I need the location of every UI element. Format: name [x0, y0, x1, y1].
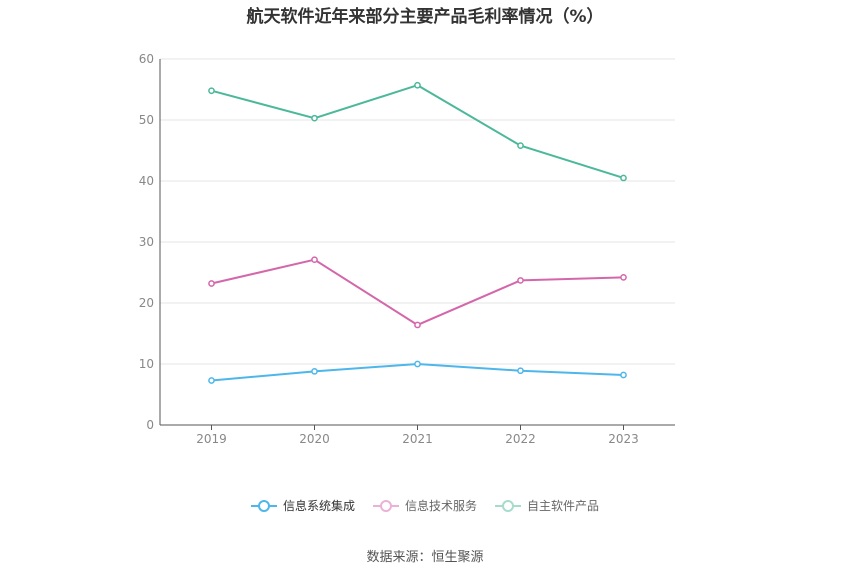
- y-tick-label: 40: [139, 174, 154, 188]
- data-point: [620, 174, 627, 182]
- series-line: [211, 84, 624, 179]
- data-point: [208, 87, 215, 95]
- chart-title: 航天软件近年来部分主要产品毛利率情况（%）: [246, 7, 604, 27]
- data-point: [620, 274, 627, 281]
- x-tick-label: 2020: [299, 432, 330, 446]
- series-2: [208, 256, 627, 329]
- chart-legend: 信息系统集成 信息技术服务 自主软件产品: [0, 497, 850, 514]
- data-point: [208, 377, 215, 384]
- legend-label: 信息系统集成: [282, 499, 355, 513]
- series-3: [208, 81, 627, 182]
- data-point: [311, 114, 318, 122]
- data-point: [517, 142, 524, 149]
- y-tick-label: 10: [139, 357, 154, 371]
- legend-label: 信息技术服务: [404, 499, 477, 513]
- data-point: [208, 280, 215, 287]
- data-point: [414, 360, 421, 368]
- y-tick-label: 60: [139, 52, 154, 66]
- y-tick-label: 0: [146, 418, 154, 432]
- data-source-note: 数据来源：恒生聚源: [366, 550, 484, 565]
- legend-marker-icon: [250, 499, 277, 512]
- legend-item-series-3[interactable]: 自主软件产品: [495, 497, 599, 514]
- data-point: [517, 367, 524, 375]
- data-point: [517, 277, 524, 284]
- legend-label: 自主软件产品: [527, 499, 600, 513]
- legend-item-series-1[interactable]: 信息系统集成: [250, 497, 355, 514]
- y-tick-label: 50: [139, 113, 154, 127]
- series-line: [211, 258, 624, 327]
- legend-marker-icon: [372, 499, 399, 512]
- data-point: [311, 367, 318, 375]
- line-chart-plot: 0 10 20 30 40 50 60 2019 2020 2021 2022 2023: [139, 52, 675, 446]
- legend-item-series-2[interactable]: 信息技术服务: [372, 497, 477, 514]
- series-1: [208, 360, 627, 384]
- data-point: [620, 371, 627, 379]
- x-tick-label: 2022: [505, 432, 536, 446]
- x-tick-label: 2019: [196, 432, 227, 446]
- data-point: [414, 321, 421, 329]
- x-tick-label: 2021: [402, 432, 433, 446]
- x-tick-label: 2023: [608, 432, 639, 446]
- legend-marker-icon: [495, 499, 521, 512]
- y-tick-label: 20: [139, 296, 154, 310]
- data-point: [414, 81, 421, 89]
- y-tick-label: 30: [139, 235, 154, 249]
- data-point: [311, 256, 318, 264]
